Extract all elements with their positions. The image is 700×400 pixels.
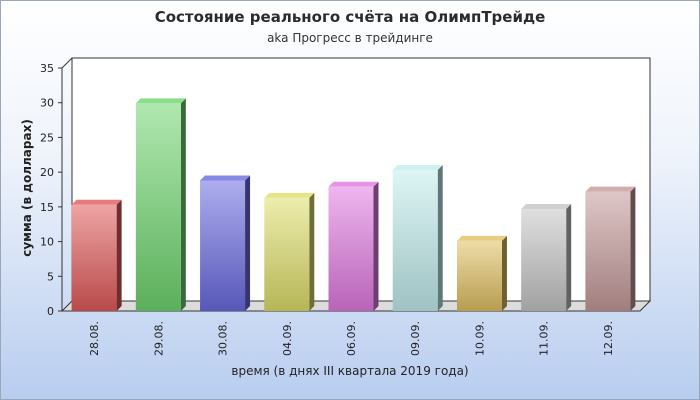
y-tick-label: 10 bbox=[40, 236, 54, 249]
chart-title: Состояние реального счёта на ОлимпТрейде bbox=[154, 8, 546, 26]
x-axis-label: время (в днях III квартала 2019 года) bbox=[231, 364, 468, 378]
y-tick-label: 5 bbox=[47, 270, 54, 283]
y-tick-label: 35 bbox=[40, 62, 54, 75]
y-tick-label: 25 bbox=[40, 131, 54, 144]
y-tick-label: 15 bbox=[40, 201, 54, 214]
x-tick-label: 04.09. bbox=[281, 321, 294, 356]
y-axis-label: сумма (в долларах) bbox=[20, 119, 34, 257]
y-tick-label: 20 bbox=[40, 166, 54, 179]
bar bbox=[264, 192, 315, 311]
chart-subtitle: aka Прогресс в трейдинге bbox=[267, 31, 433, 45]
bars bbox=[71, 98, 636, 311]
x-tick-label: 09.09. bbox=[409, 321, 422, 356]
bar bbox=[135, 98, 186, 311]
y-tick-label: 0 bbox=[47, 305, 54, 318]
x-tick-label: 29.08. bbox=[152, 321, 165, 356]
bar bbox=[585, 186, 636, 311]
x-axis: 28.08. 29.08. 30.08. 04.09. 06.09. 09.09. 10.0… bbox=[88, 321, 615, 356]
x-tick-label: 11.09. bbox=[538, 321, 551, 356]
x-tick-label: 30.08. bbox=[217, 321, 230, 356]
bar bbox=[392, 165, 443, 311]
bar bbox=[521, 203, 572, 311]
x-tick-label: 10.09. bbox=[473, 321, 486, 356]
bar bbox=[456, 235, 507, 311]
y-axis: 0 5 10 15 20 25 30 35 bbox=[40, 62, 62, 318]
y-tick-label: 30 bbox=[40, 97, 54, 110]
bar bbox=[200, 175, 251, 311]
bar bbox=[328, 181, 379, 311]
x-tick-label: 12.09. bbox=[602, 321, 615, 356]
bar bbox=[71, 199, 122, 311]
x-tick-label: 28.08. bbox=[88, 321, 101, 356]
x-tick-label: 06.09. bbox=[345, 321, 358, 356]
